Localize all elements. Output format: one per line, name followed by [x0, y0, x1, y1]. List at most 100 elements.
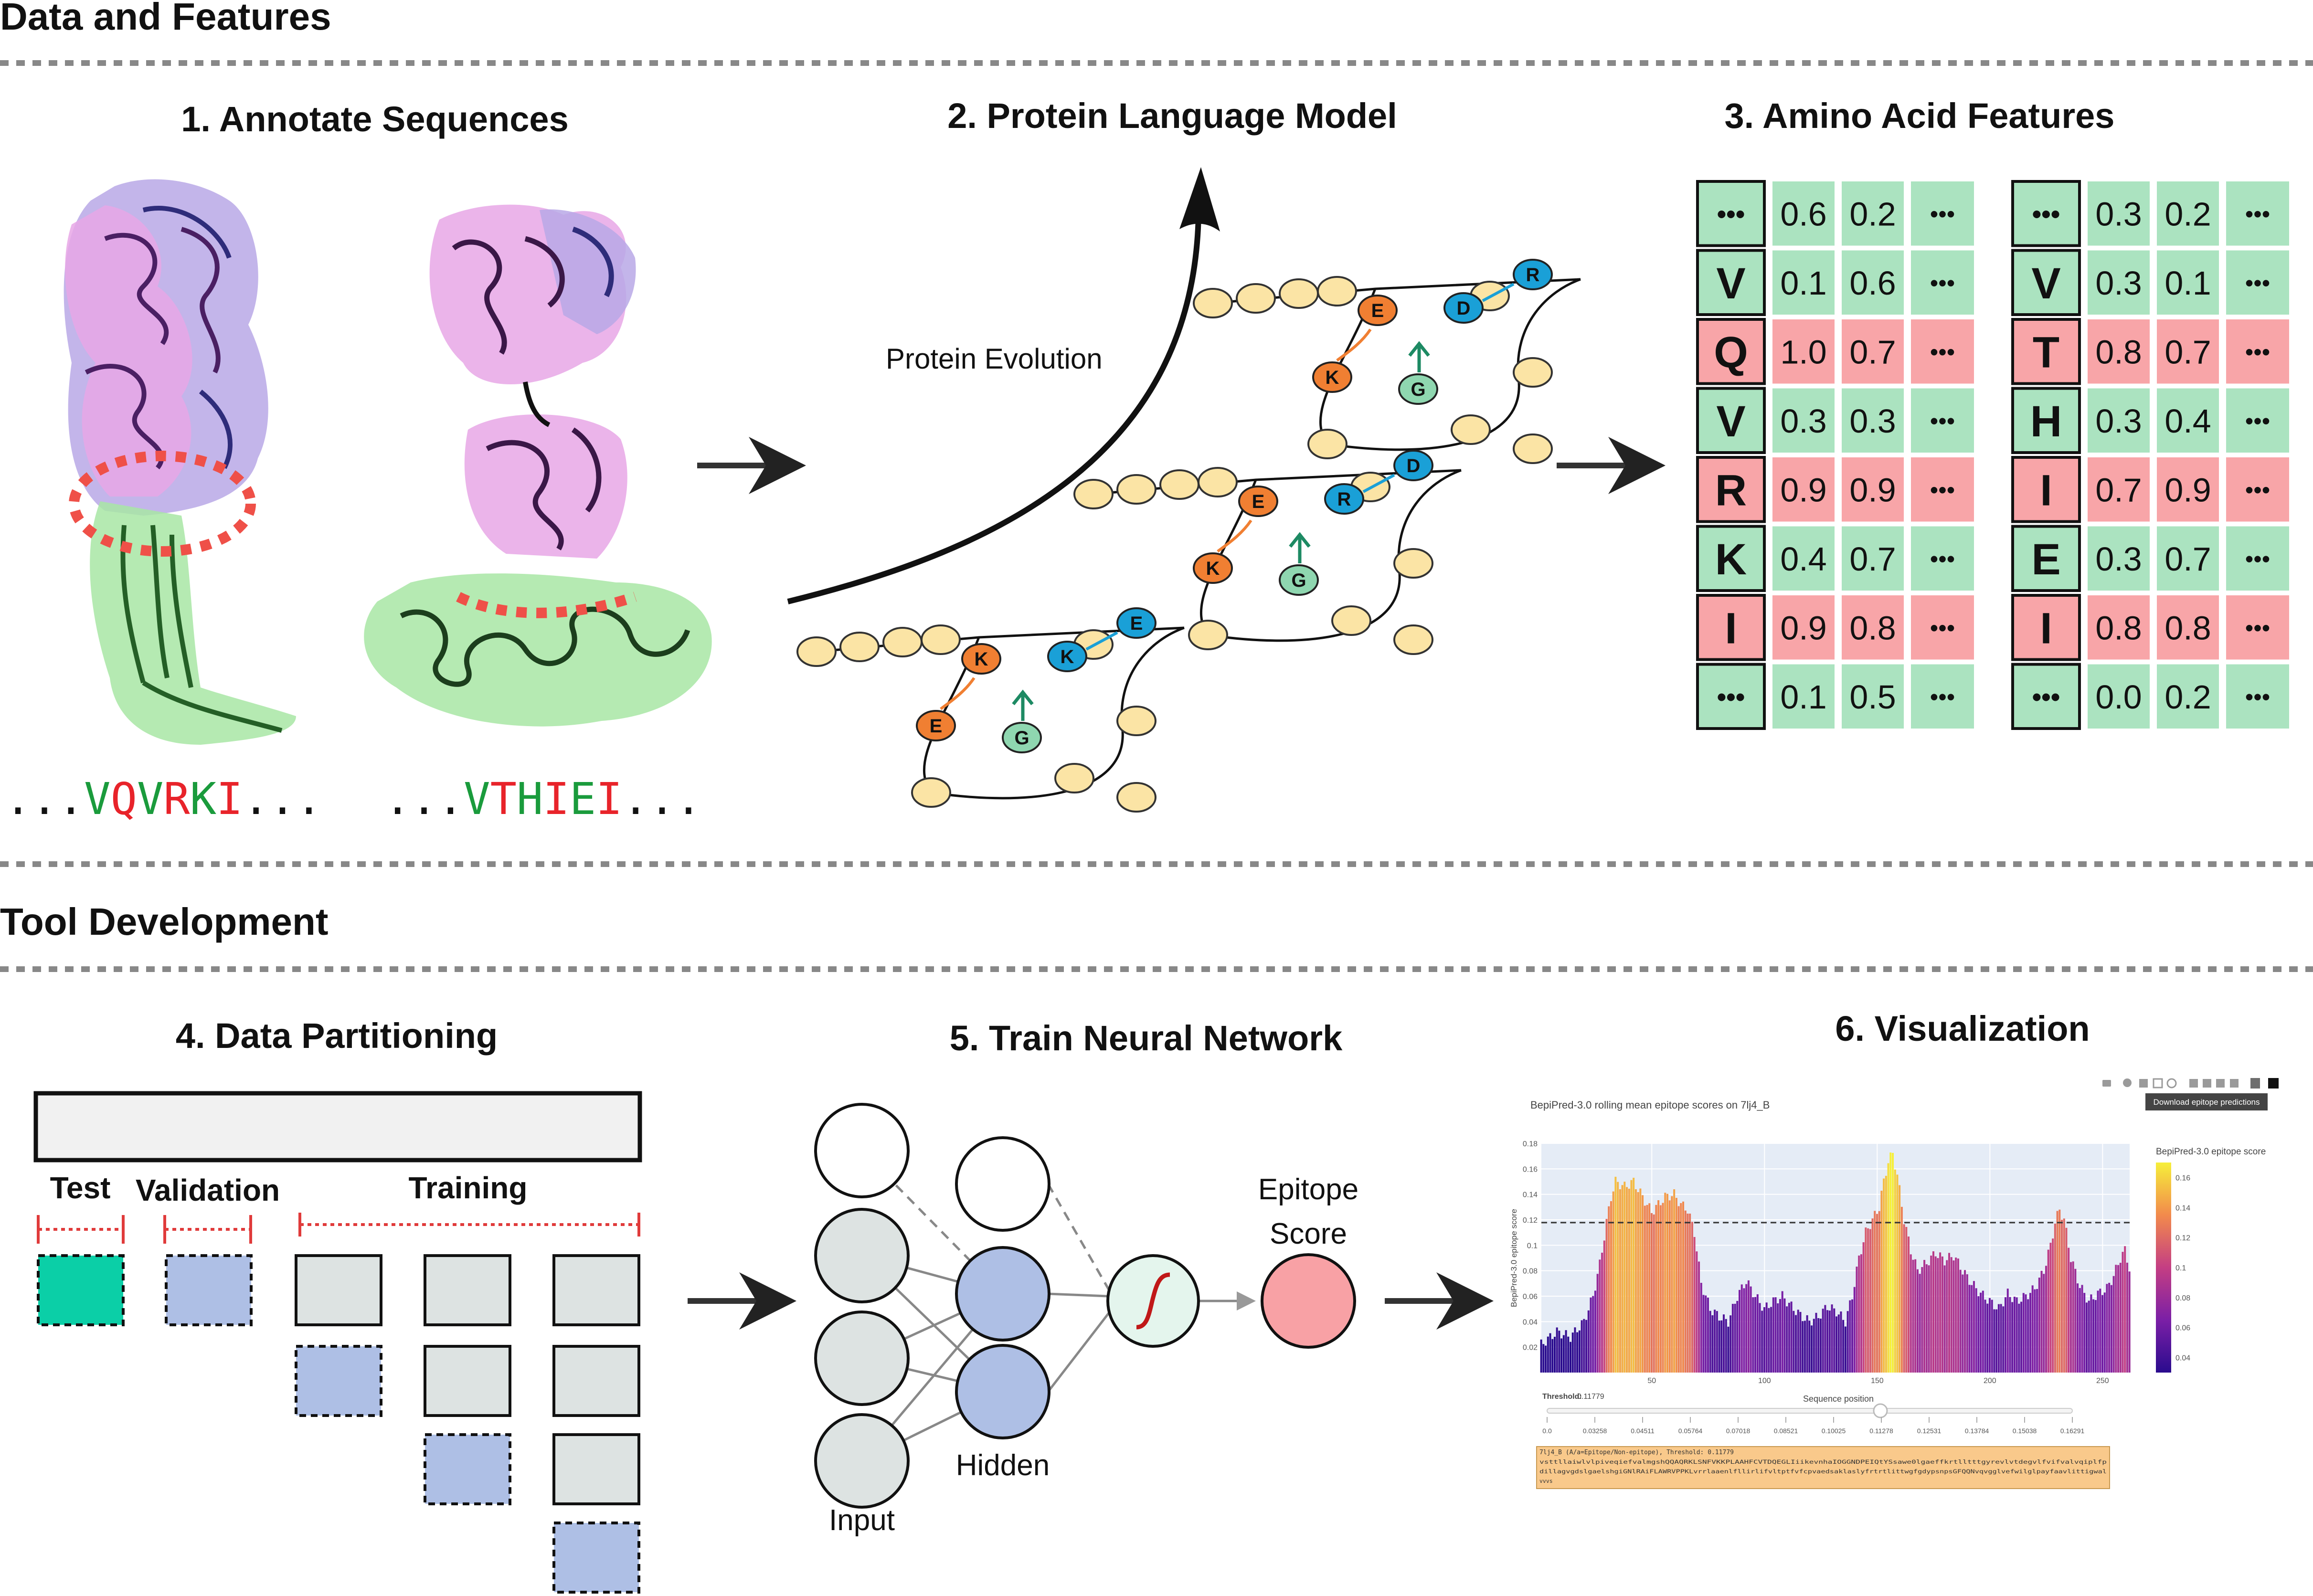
score-bar	[2094, 1300, 2097, 1373]
interaction-edge	[940, 677, 976, 710]
score-bar	[1846, 1311, 1849, 1373]
feature-cell	[2088, 457, 2150, 522]
score-bar	[1894, 1169, 1896, 1373]
pan-icon[interactable]	[2139, 1079, 2148, 1088]
autoscale-icon[interactable]	[2216, 1079, 2225, 1088]
score-bar	[1930, 1255, 1932, 1373]
feature-cell	[1696, 663, 1766, 730]
score-bar	[1964, 1270, 1966, 1373]
residue-node	[961, 643, 1001, 675]
residue-node	[1116, 706, 1156, 736]
residue-node	[1317, 276, 1357, 307]
score-bar	[1811, 1325, 1813, 1373]
score-bar	[2040, 1270, 2043, 1373]
section-title-tool-development: Tool Development	[0, 900, 328, 943]
feature-value: 0.6	[1849, 264, 1896, 302]
residue-node	[1393, 624, 1433, 655]
score-bar	[2056, 1211, 2058, 1373]
score-bar	[1592, 1296, 1594, 1373]
score-bar	[1984, 1300, 1986, 1373]
plot-toolbar[interactable]	[2102, 1078, 2279, 1089]
score-bar	[1925, 1264, 1928, 1373]
score-bar	[1603, 1240, 1605, 1373]
feature-value: 0.1	[1780, 264, 1826, 302]
zoom-out-icon[interactable]	[2203, 1079, 2211, 1088]
residue-node	[1279, 564, 1319, 596]
residue-label: R	[1337, 489, 1351, 510]
score-bar	[1844, 1326, 1846, 1373]
score-bar	[1957, 1258, 1959, 1373]
plotly-logo-icon[interactable]	[2268, 1078, 2279, 1089]
feature-value: •••	[1930, 546, 1955, 572]
feature-row: Q 1.0 0.7 •••	[1696, 318, 1974, 385]
interaction-edge	[1482, 283, 1515, 302]
residue-node	[1047, 641, 1087, 672]
score-bar	[1921, 1267, 1923, 1373]
x-tick-label: 100	[1758, 1377, 1771, 1385]
residue-node	[1193, 288, 1233, 318]
feature-cell	[2011, 387, 2081, 454]
feature-cell	[1911, 595, 1974, 660]
select-icon[interactable]	[2153, 1078, 2163, 1089]
residue-label: E	[1130, 613, 1143, 634]
slider-handle[interactable]	[1873, 1403, 1888, 1418]
feature-row: T 0.8 0.7 •••	[2011, 318, 2289, 385]
score-bar	[1950, 1257, 1952, 1373]
score-bar	[1761, 1311, 1763, 1373]
slider-tick-label: 0.07018	[1726, 1427, 1751, 1435]
feature-cell	[2226, 388, 2289, 453]
score-bar	[1878, 1211, 1880, 1373]
score-bar	[2092, 1299, 2095, 1373]
feature-value: 0.8	[2095, 333, 2142, 370]
score-bar	[2034, 1289, 2036, 1373]
feature-value: I	[1725, 604, 1737, 653]
slider-tick-label: 0.16291	[2060, 1427, 2085, 1435]
score-bar	[1583, 1319, 1585, 1373]
feature-cell	[2011, 180, 2081, 247]
score-bar	[1731, 1304, 1734, 1373]
score-bar	[1986, 1303, 1989, 1373]
score-bar	[1862, 1242, 1865, 1373]
feature-row: ••• 0.0 0.2 •••	[2011, 663, 2289, 730]
score-bar	[1578, 1330, 1581, 1373]
feature-cell	[1842, 388, 1904, 453]
feature-value: 0.7	[2095, 471, 2142, 508]
score-bar	[2005, 1297, 2007, 1373]
score-bar	[1585, 1320, 1588, 1373]
score-bar	[2027, 1299, 2029, 1373]
feature-value: 0.3	[2095, 264, 2142, 302]
zoom-icon[interactable]	[2123, 1078, 2132, 1087]
label-input: Input	[829, 1504, 895, 1537]
feature-value: 0.8	[1849, 609, 1896, 646]
score-bar	[1869, 1229, 1871, 1373]
score-bar	[1900, 1206, 1903, 1373]
zoom-in-icon[interactable]	[2189, 1079, 2198, 1088]
feature-cell	[2157, 457, 2219, 522]
score-bar	[1840, 1311, 1842, 1373]
slider-track[interactable]	[1547, 1408, 2073, 1414]
feature-cell	[1842, 526, 1904, 591]
lasso-icon[interactable]	[2166, 1078, 2177, 1089]
score-bar	[1619, 1189, 1621, 1373]
camera-icon[interactable]	[2102, 1080, 2111, 1087]
score-bar	[2119, 1263, 2122, 1373]
score-bar	[1804, 1321, 1806, 1373]
tooltip	[2145, 1093, 2268, 1110]
score-bar	[1908, 1237, 1910, 1373]
label-hidden: Hidden	[956, 1449, 1050, 1482]
score-bar	[1700, 1283, 1702, 1373]
score-bar	[2061, 1219, 2063, 1373]
score-bar	[2110, 1285, 2112, 1373]
download-icon[interactable]	[2250, 1078, 2260, 1089]
score-bar	[2045, 1266, 2047, 1373]
score-bar	[1696, 1251, 1698, 1373]
score-bar	[1899, 1185, 1901, 1373]
score-bar	[1680, 1203, 1682, 1373]
reset-icon[interactable]	[2230, 1079, 2239, 1088]
interaction-edge	[1085, 631, 1118, 651]
residue-node	[1513, 357, 1553, 388]
residue-node	[796, 636, 837, 667]
residue-label: G	[1291, 570, 1306, 591]
score-bar	[1617, 1182, 1619, 1373]
residue-label: G	[1411, 379, 1425, 400]
